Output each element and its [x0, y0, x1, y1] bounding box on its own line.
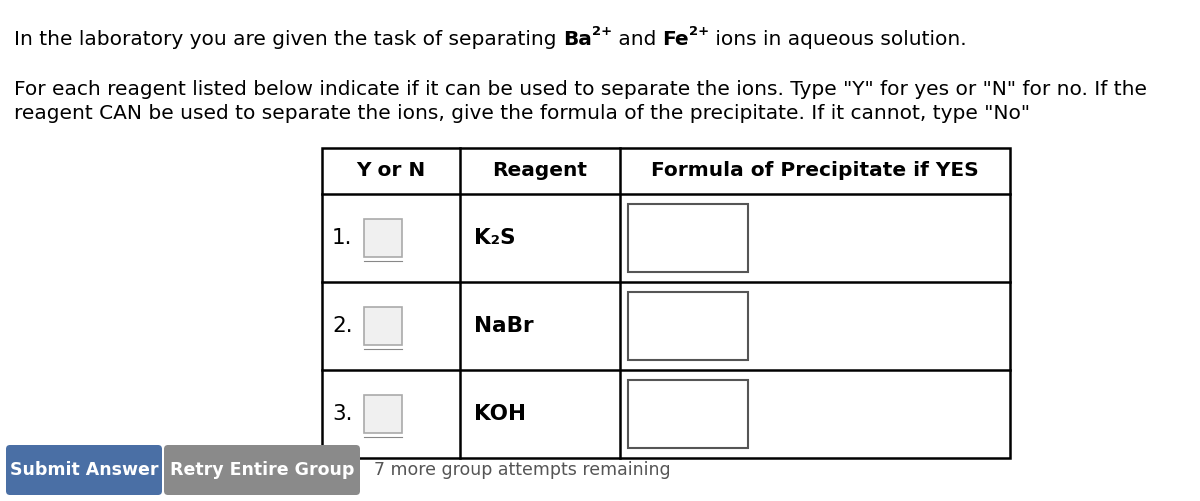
Text: and: and — [612, 30, 662, 49]
Bar — [628, 292, 748, 360]
Text: 2+: 2+ — [592, 25, 612, 38]
FancyBboxPatch shape — [6, 445, 162, 495]
Text: Reagent: Reagent — [492, 161, 588, 180]
Text: 7 more group attempts remaining: 7 more group attempts remaining — [374, 461, 671, 479]
Text: 1.: 1. — [332, 228, 353, 248]
Text: 2+: 2+ — [689, 25, 709, 38]
Text: In the laboratory you are given the task of separating: In the laboratory you are given the task… — [14, 30, 563, 49]
Text: NaBr: NaBr — [474, 316, 534, 336]
Text: K₂S: K₂S — [474, 228, 516, 248]
Text: Fe: Fe — [662, 30, 689, 49]
Text: 3.: 3. — [332, 404, 353, 424]
Bar — [628, 380, 748, 448]
Text: Submit Answer: Submit Answer — [10, 461, 158, 479]
Text: reagent CAN be used to separate the ions, give the formula of the precipitate. I: reagent CAN be used to separate the ions… — [14, 104, 1030, 123]
Text: Ba: Ba — [563, 30, 592, 49]
FancyBboxPatch shape — [164, 445, 360, 495]
Bar — [364, 307, 402, 345]
Bar — [364, 395, 402, 433]
Bar — [322, 148, 1010, 458]
Text: KOH: KOH — [474, 404, 526, 424]
Text: For each reagent listed below indicate if it can be used to separate the ions. T: For each reagent listed below indicate i… — [14, 80, 1147, 99]
Text: Retry Entire Group: Retry Entire Group — [170, 461, 354, 479]
Text: Y or N: Y or N — [356, 161, 426, 180]
Bar — [628, 204, 748, 272]
Bar — [364, 219, 402, 257]
Text: Formula of Precipitate if YES: Formula of Precipitate if YES — [652, 161, 979, 180]
Text: 2.: 2. — [332, 316, 353, 336]
Text: ions in aqueous solution.: ions in aqueous solution. — [709, 30, 967, 49]
